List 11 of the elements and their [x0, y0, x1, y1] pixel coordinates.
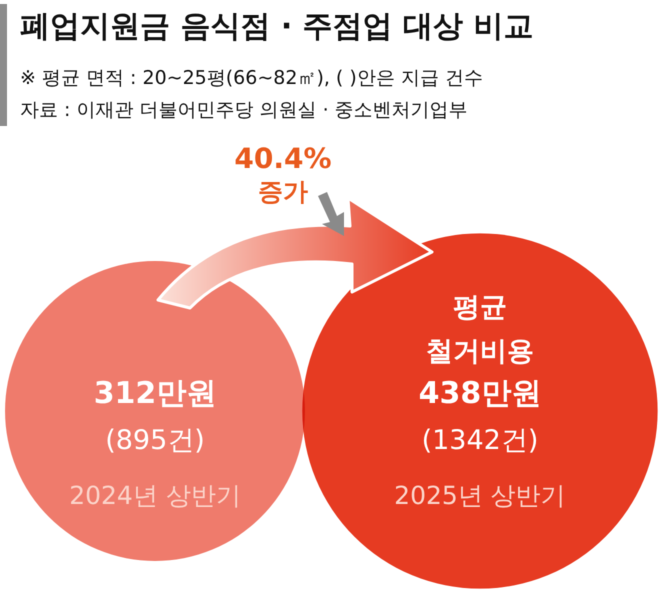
text: 폐업지원금 음식점 · 주점업 대상 비교 — [20, 9, 534, 44]
data-label: 438만원 — [418, 376, 542, 411]
text: ※ 평균 면적 : 20~25평(66~82㎡), ( )안은 지급 건수 — [20, 67, 483, 89]
category-label: 2024년 상반기 — [69, 481, 241, 510]
text: 자료 : 이재관 더불어민주당 의원실 · 중소벤처기업부 — [20, 99, 468, 121]
category-label: 2025년 상반기 — [394, 481, 566, 510]
series-label: 평균 철거비용 — [426, 292, 534, 367]
data-label: 312만원 — [94, 376, 216, 411]
text: 40.4% 증가 — [234, 142, 332, 206]
text: (895건) — [105, 425, 205, 456]
text: (1342건) — [422, 425, 538, 456]
